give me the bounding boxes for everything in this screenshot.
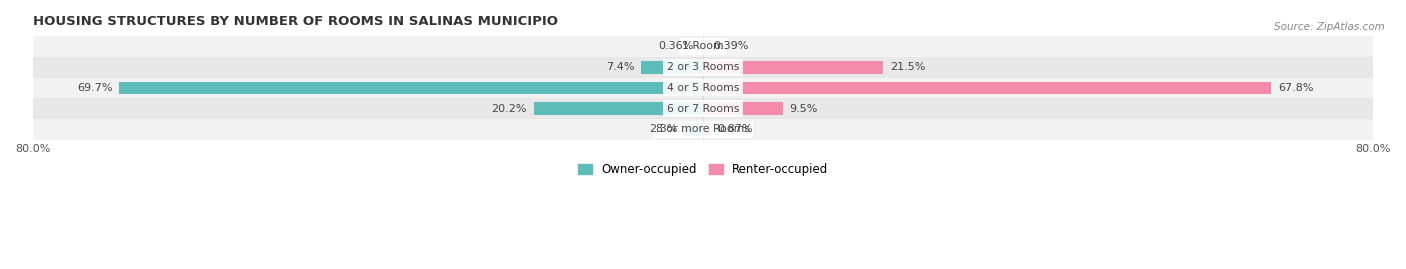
Text: 2.3%: 2.3% <box>648 125 678 134</box>
Bar <box>120 82 703 94</box>
Bar <box>534 102 703 115</box>
Bar <box>32 119 1374 140</box>
Text: 69.7%: 69.7% <box>77 83 112 93</box>
Legend: Owner-occupied, Renter-occupied: Owner-occupied, Renter-occupied <box>572 158 834 180</box>
Text: 6 or 7 Rooms: 6 or 7 Rooms <box>666 104 740 114</box>
Bar <box>703 123 710 136</box>
Bar <box>32 77 1374 98</box>
Text: 0.36%: 0.36% <box>658 41 693 51</box>
Text: 21.5%: 21.5% <box>890 62 925 72</box>
Bar <box>703 102 783 115</box>
Text: 8 or more Rooms: 8 or more Rooms <box>657 125 749 134</box>
Bar <box>32 36 1374 57</box>
Bar <box>700 40 703 53</box>
Bar <box>703 82 1271 94</box>
Bar <box>703 61 883 74</box>
Text: 1 Room: 1 Room <box>682 41 724 51</box>
Text: 7.4%: 7.4% <box>606 62 634 72</box>
Text: 0.87%: 0.87% <box>717 125 752 134</box>
Bar <box>32 98 1374 119</box>
Bar <box>703 40 706 53</box>
Text: 9.5%: 9.5% <box>789 104 818 114</box>
Text: HOUSING STRUCTURES BY NUMBER OF ROOMS IN SALINAS MUNICIPIO: HOUSING STRUCTURES BY NUMBER OF ROOMS IN… <box>32 15 558 28</box>
Text: 67.8%: 67.8% <box>1278 83 1313 93</box>
Bar <box>641 61 703 74</box>
Text: 4 or 5 Rooms: 4 or 5 Rooms <box>666 83 740 93</box>
Text: 0.39%: 0.39% <box>713 41 748 51</box>
Bar <box>32 57 1374 77</box>
Text: 20.2%: 20.2% <box>492 104 527 114</box>
Text: Source: ZipAtlas.com: Source: ZipAtlas.com <box>1274 22 1385 31</box>
Text: 2 or 3 Rooms: 2 or 3 Rooms <box>666 62 740 72</box>
Bar <box>683 123 703 136</box>
